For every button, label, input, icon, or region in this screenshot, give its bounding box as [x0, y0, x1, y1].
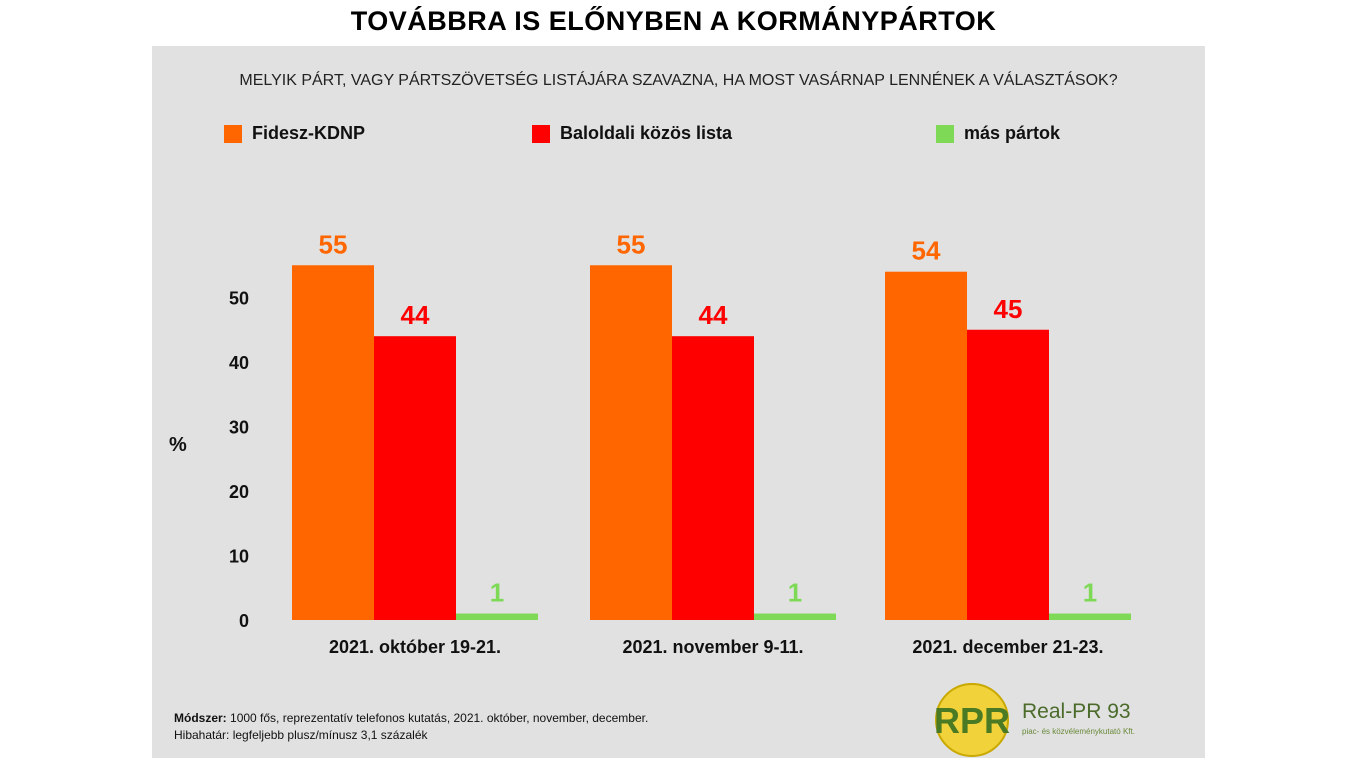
footer-error: Hibahatár: legfeljebb plusz/mínusz 3,1 s…: [174, 727, 648, 744]
chart-title: TOVÁBBRA IS ELŐNYBEN A KORMÁNYPÁRTOK: [350, 6, 997, 36]
legend-swatch-fidesz: [224, 124, 242, 143]
footer-method: Módszer: 1000 fős, reprezentatív telefon…: [174, 710, 648, 727]
y-axis-label: %: [169, 434, 187, 456]
y-tick-label: 40: [229, 353, 249, 373]
logo-mark: RPR: [934, 700, 1010, 741]
bar-baloldal: [374, 336, 456, 620]
legend-label-mas: más pártok: [964, 123, 1061, 143]
data-label-fidesz: 55: [617, 229, 646, 259]
x-tick-label: 2021. november 9-11.: [622, 637, 803, 657]
legend-swatch-baloldal: [532, 124, 550, 143]
bar-mas: [456, 613, 538, 620]
bar-baloldal: [672, 336, 754, 620]
x-tick-label: 2021. október 19-21.: [329, 637, 501, 657]
y-tick-label: 30: [229, 418, 249, 438]
x-tick-label: 2021. december 21-23.: [912, 637, 1103, 657]
legend-item-mas: más pártok: [936, 123, 1060, 144]
data-label-baloldal: 44: [401, 300, 430, 330]
data-label-baloldal: 45: [994, 294, 1023, 324]
logo-name: Real-PR 93: [1022, 700, 1131, 723]
data-label-fidesz: 55: [319, 229, 348, 259]
legend-item-fidesz: Fidesz-KDNP: [224, 123, 365, 144]
legend-item-baloldal: Baloldali közös lista: [532, 123, 732, 144]
bar-baloldal: [967, 329, 1049, 620]
footer-notes: Módszer: 1000 fős, reprezentatív telefon…: [174, 710, 648, 744]
y-tick-label: 20: [229, 482, 249, 502]
bar-chart: 0 10 20 30 40 50 55 44 1 2021. október 19-21. 55 44…: [229, 229, 1131, 657]
bar-fidesz: [885, 271, 967, 620]
y-tick-label: 50: [229, 289, 249, 309]
data-label-mas: 1: [1083, 578, 1097, 608]
footer-method-label: Módszer:: [174, 711, 227, 725]
footer-method-text: 1000 fős, reprezentatív telefonos kutatá…: [230, 711, 649, 725]
legend-label-baloldal: Baloldali közös lista: [560, 123, 733, 143]
bar-fidesz: [590, 265, 672, 620]
y-tick-label: 10: [229, 547, 249, 567]
data-label-mas: 1: [490, 578, 504, 608]
y-tick-label: 0: [239, 611, 249, 631]
legend-label-fidesz: Fidesz-KDNP: [252, 123, 366, 143]
data-label-fidesz: 54: [912, 236, 941, 266]
footer-error-label: Hibahatár:: [174, 728, 230, 742]
data-label-baloldal: 44: [699, 300, 728, 330]
company-logo: RPR Real-PR 93 piac- és közvéleménykutat…: [922, 680, 1182, 758]
logo-subtitle: piac- és közvéleménykutató Kft.: [1022, 727, 1135, 736]
bar-mas: [1049, 613, 1131, 620]
chart-subtitle: MELYIK PÁRT, VAGY PÁRTSZÖVETSÉG LISTÁJÁR…: [239, 72, 1118, 89]
chart-panel: MELYIK PÁRT, VAGY PÁRTSZÖVETSÉG LISTÁJÁR…: [152, 46, 1205, 758]
data-label-mas: 1: [788, 578, 802, 608]
footer-error-text: legfeljebb plusz/mínusz 3,1 százalék: [232, 728, 428, 742]
rpr-logo-icon: RPR: [934, 683, 1010, 757]
legend-swatch-mas: [936, 124, 954, 143]
bar-mas: [754, 613, 836, 620]
bar-fidesz: [292, 265, 374, 620]
